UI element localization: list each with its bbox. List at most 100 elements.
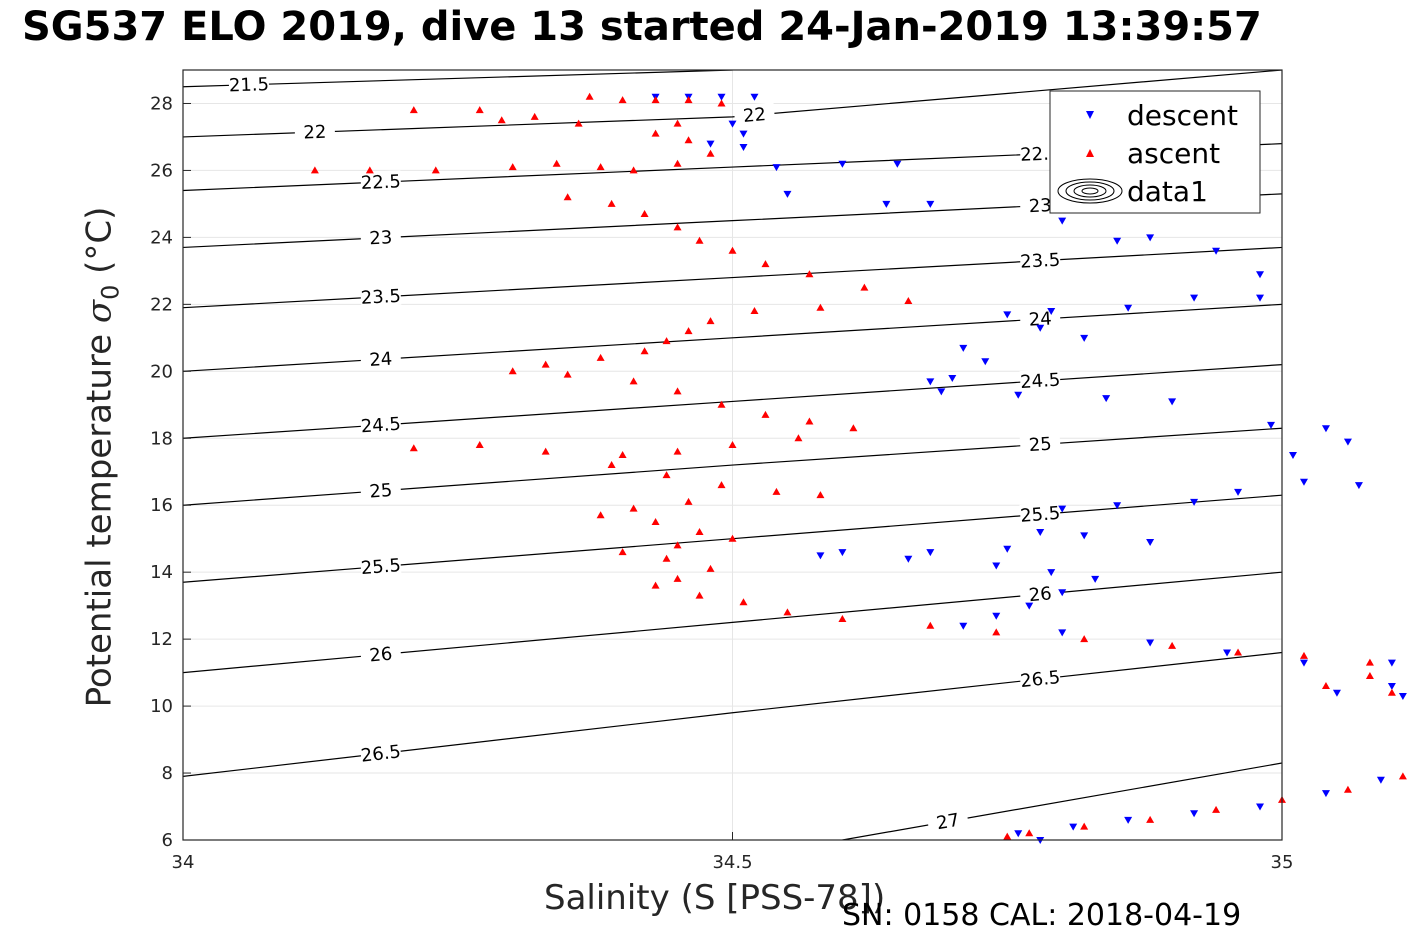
contour-label: 25 [1019,432,1061,456]
ascent-point [409,444,418,452]
descent-point [1069,823,1078,831]
ascent-point [662,337,671,345]
descent-point [783,190,792,198]
density-contours [183,70,1282,840]
ascent-point [992,628,1001,636]
contour-label: 24.5 [1019,368,1061,393]
descent-point [1190,294,1199,302]
ascent-point [673,159,682,167]
contour-label-text: 26 [1028,583,1053,606]
ascent-point [409,106,418,114]
contour-label-text: 24.5 [360,414,401,438]
descent-point [1003,311,1012,319]
legend-descent-marker [1086,111,1094,119]
descent-point [1321,425,1330,433]
descent-point [1376,776,1385,784]
ascent-point [629,166,638,174]
ascent-point [816,491,825,499]
ascent-point [728,534,737,542]
descent-point [1124,816,1133,824]
ascent-point [651,96,660,104]
descent-point [1080,334,1089,342]
descent-point [1036,529,1045,536]
ascent-point [662,554,671,562]
contour-label: 26.5 [1019,665,1061,692]
descent-point [739,144,748,151]
descent-point [1256,803,1265,811]
ascent-point [673,447,682,455]
ascent-point [640,209,649,217]
contour-line [183,193,1282,249]
ascent-point [563,370,572,378]
contour-label-text: 26.5 [1019,667,1061,692]
descent-point [1288,452,1297,459]
contour-label: 24.5 [360,412,402,438]
contour-line [183,571,1282,674]
ascent-point [431,166,440,174]
ascent-point [508,163,517,171]
ascent-point [695,528,704,535]
descent-point [1014,391,1023,399]
contour-label-text: 21.5 [229,74,270,96]
ascent-point [684,96,693,104]
ascent-point [728,246,737,254]
ascent-point [673,387,682,395]
descent-point [948,375,957,382]
ascent-point [1080,822,1089,830]
legend-contour-glyph [1065,181,1115,201]
descent-point [1212,247,1221,255]
ascent-point [618,96,627,104]
y-tick-label: 18 [150,428,173,449]
descent-point [1343,438,1352,446]
descent-point [959,344,968,352]
ascent-point [618,451,627,458]
descent-point [1190,498,1199,506]
contour-line [183,70,1282,138]
ascent-point [684,497,693,505]
ascent-point [695,591,704,599]
descent-point [1058,629,1067,637]
ascent-point [695,236,704,244]
contour-label-text: 23.5 [360,286,401,309]
contour-line [183,70,733,88]
descent-point [1003,545,1012,553]
ascent-point [761,410,770,418]
contour-label-text: 26.5 [360,741,402,766]
ascent-point [1168,641,1177,649]
contour-label: 22.5 [360,170,401,194]
descent-point [838,549,847,557]
legend-contour-glyph [1081,187,1099,195]
descent-point [1124,304,1133,312]
y-tick-label: 10 [150,696,173,717]
y-tick-label: 28 [150,93,173,114]
ascent-point [541,360,550,368]
contour-line [183,246,1282,309]
ascent-point [783,608,792,616]
ascent-point [640,347,649,355]
contour-label: 25.5 [360,554,402,579]
contour-label: 26.5 [359,740,402,767]
descent-point [1113,502,1122,510]
ascent-point [684,327,693,335]
ascent-point [717,400,726,408]
ascent-point [673,574,682,582]
contour-label: 23.5 [360,284,401,309]
ascent-point [475,106,484,114]
descent-point [992,562,1001,570]
contour-labels: 21.5222222.522.5232323.523.5242424.524.5… [229,73,1061,834]
ascent-point [1003,832,1012,840]
ascent-point [365,166,374,174]
contour-label-text: 24 [1028,308,1052,330]
descent-point [1102,395,1111,403]
contour-label-text: 25 [369,480,393,503]
x-tick-label: 35 [1271,852,1294,873]
ascent-point [651,517,660,525]
descent-point [1387,683,1396,690]
descent-point [1036,324,1045,332]
legend-box [1049,90,1261,214]
legend-entry-data1: data1 [1127,175,1208,208]
ascent-point [310,166,319,174]
contour-label: 21.5 [229,73,270,96]
contour-label: 22 [733,102,776,127]
